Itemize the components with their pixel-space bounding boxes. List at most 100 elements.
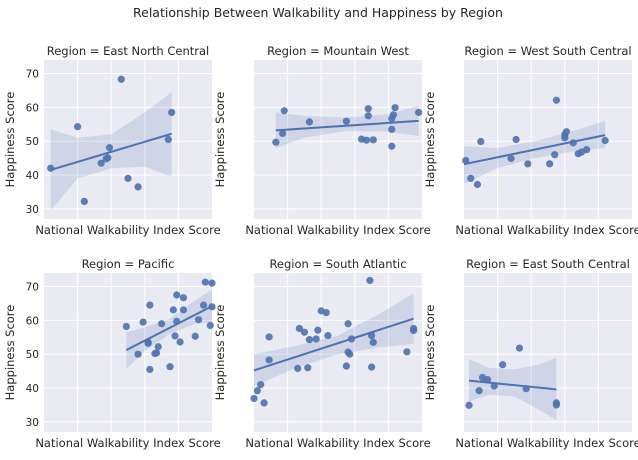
panel-title: Region = West South Central (464, 44, 631, 58)
data-point (169, 306, 177, 314)
confidence-band (254, 293, 414, 387)
y-tick-label: 40 (26, 170, 39, 182)
regression-line (463, 134, 606, 166)
data-point (179, 306, 188, 314)
data-point (552, 399, 561, 407)
panel-title: Region = East South Central (466, 257, 630, 271)
data-point (364, 105, 372, 113)
plot-area (254, 273, 422, 432)
facet-panels: Region = East North Central National Walk… (3, 44, 638, 450)
y-tick-label: 50 (26, 136, 39, 148)
data-point (154, 343, 162, 351)
data-point (179, 294, 188, 302)
data-point (524, 160, 532, 168)
data-point (473, 180, 482, 189)
plot-area (44, 60, 212, 219)
data-point (499, 361, 507, 369)
data-point (166, 363, 174, 371)
data-point (410, 326, 418, 335)
data-point (415, 108, 423, 117)
y-tick-label: 60 (26, 102, 39, 114)
y-tick-label: 70 (26, 69, 39, 81)
data-point (322, 308, 330, 317)
data-point (462, 156, 470, 165)
data-point (515, 344, 524, 352)
data-point (552, 96, 561, 104)
data-point (253, 387, 261, 395)
y-axis-label: Happiness Score (3, 92, 17, 188)
data-point (465, 401, 473, 409)
y-tick-label: 30 (26, 417, 39, 429)
data-point (171, 332, 179, 340)
confidence-band (469, 357, 557, 421)
data-point (294, 364, 302, 372)
data-point (368, 363, 376, 371)
data-point (477, 137, 485, 146)
data-point (104, 154, 112, 162)
panel-1: Region = East North Central National Walk… (3, 44, 221, 237)
data-point (562, 128, 571, 136)
data-point (74, 123, 82, 131)
data-point (342, 117, 350, 125)
data-point (346, 350, 354, 358)
data-point (278, 129, 287, 138)
regression-line (275, 119, 419, 132)
y-tick-label: 40 (26, 383, 39, 395)
x-axis-label: National Walkability Index Score (35, 436, 220, 450)
data-point (201, 278, 209, 286)
data-point (191, 332, 199, 340)
plot-area (464, 273, 632, 432)
data-point (80, 197, 88, 206)
data-point (391, 104, 399, 112)
data-point (304, 364, 312, 372)
regression-line (50, 132, 172, 171)
data-point (324, 331, 332, 340)
x-axis-label: National Walkability Index Score (245, 223, 430, 237)
data-point (314, 326, 322, 334)
panel-title: Region = East North Central (47, 44, 209, 58)
data-point (369, 338, 377, 346)
data-point (342, 362, 350, 370)
regression-line (253, 317, 414, 372)
y-tick-label: 70 (26, 282, 39, 294)
panel-title: Region = South Atlantic (269, 257, 406, 271)
data-point (260, 399, 268, 407)
data-point (546, 160, 554, 168)
data-point (139, 318, 147, 326)
data-point (265, 356, 273, 364)
data-point (134, 350, 142, 358)
figure-title: Relationship Between Walkability and Hap… (133, 5, 503, 20)
data-point (173, 291, 181, 299)
data-point (200, 301, 208, 309)
data-point (134, 183, 142, 191)
data-point (146, 365, 154, 374)
data-point (280, 107, 288, 115)
panel-title: Region = Pacific (82, 257, 175, 271)
data-point (295, 324, 303, 333)
data-point (124, 174, 132, 183)
confidence-band (464, 120, 606, 184)
data-point (389, 111, 398, 119)
data-point (176, 338, 184, 346)
confidence-band (275, 105, 419, 148)
data-point (122, 322, 130, 331)
data-point (344, 320, 352, 328)
data-point (507, 154, 515, 163)
data-point (105, 144, 114, 152)
data-point (250, 394, 258, 403)
y-axis-label: Happiness Score (213, 92, 227, 188)
data-point (300, 328, 308, 336)
x-axis-label: National Walkability Index Score (35, 223, 220, 237)
data-point (208, 279, 216, 287)
data-point (144, 339, 152, 347)
data-point (194, 316, 203, 324)
data-point (475, 387, 483, 395)
y-axis-label: Happiness Score (423, 305, 437, 401)
data-point (364, 112, 372, 120)
plot-area (254, 60, 422, 219)
regression-line (468, 379, 557, 391)
data-point (366, 276, 374, 285)
y-tick-label: 30 (26, 204, 39, 216)
data-point (97, 159, 105, 167)
panel-title: Region = Mountain West (267, 44, 409, 58)
